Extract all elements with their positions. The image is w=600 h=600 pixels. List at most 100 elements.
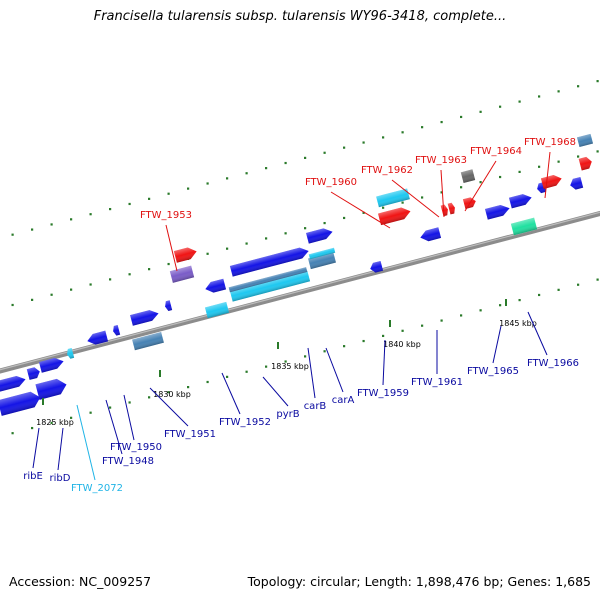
backbone-line bbox=[0, 210, 600, 374]
gene-shading bbox=[378, 207, 411, 226]
gene-label[interactable]: FTW_1966 bbox=[527, 358, 579, 369]
gene-feature[interactable] bbox=[440, 204, 450, 217]
guide-dot bbox=[206, 380, 209, 384]
gene-label[interactable]: FTW_1968 bbox=[524, 137, 576, 148]
guide-dot bbox=[187, 386, 190, 389]
guide-dot bbox=[89, 411, 92, 414]
gene-feature[interactable] bbox=[164, 300, 173, 311]
map-title: Francisella tularensis subsp. tularensis… bbox=[93, 9, 507, 24]
guide-dot bbox=[128, 401, 131, 404]
gene-label[interactable]: FTW_1948 bbox=[102, 456, 154, 467]
guide-dot bbox=[440, 191, 443, 194]
gene-shading bbox=[132, 332, 164, 351]
gene-feature[interactable] bbox=[66, 348, 75, 359]
gene-feature[interactable] bbox=[229, 246, 310, 277]
gene-shading bbox=[228, 267, 308, 293]
gene-shading bbox=[420, 227, 442, 242]
guide-dot bbox=[479, 309, 482, 312]
label-leader-line bbox=[325, 347, 344, 393]
gene-label[interactable]: FTW_1961 bbox=[411, 377, 463, 388]
gene-label[interactable]: FTW_1962 bbox=[361, 165, 413, 176]
guide-dot bbox=[596, 80, 599, 83]
guide-dot bbox=[128, 273, 131, 276]
gene-feature[interactable] bbox=[38, 356, 65, 373]
gene-shading bbox=[376, 188, 410, 208]
gene-label[interactable]: FTW_1951 bbox=[164, 429, 216, 440]
gene-label[interactable]: carB bbox=[304, 401, 327, 412]
gene-feature[interactable] bbox=[130, 308, 160, 326]
guide-dot bbox=[518, 298, 521, 302]
gene-label[interactable]: FTW_1965 bbox=[467, 366, 519, 377]
gene-feature[interactable] bbox=[308, 247, 336, 260]
gene-feature[interactable] bbox=[510, 217, 538, 236]
gene-label[interactable]: FTW_1964 bbox=[470, 146, 522, 157]
gene-feature[interactable] bbox=[369, 260, 384, 274]
gene-feature[interactable] bbox=[26, 366, 41, 380]
gene-label[interactable]: ribD bbox=[50, 473, 71, 484]
gene-feature[interactable] bbox=[35, 377, 68, 400]
guide-dot bbox=[167, 192, 170, 195]
guide-dot bbox=[167, 391, 170, 394]
scale-tick-label: 1830 kbp bbox=[153, 390, 191, 399]
gene-label[interactable]: FTW_1950 bbox=[110, 442, 162, 453]
gene-feature[interactable] bbox=[308, 251, 336, 270]
gene-feature[interactable] bbox=[173, 246, 198, 263]
gene-feature[interactable] bbox=[204, 301, 230, 319]
guide-dot bbox=[323, 151, 326, 154]
label-leader-line bbox=[262, 376, 289, 407]
gene-label[interactable]: FTW_1960 bbox=[305, 177, 357, 188]
gene-feature[interactable] bbox=[376, 188, 410, 208]
guide-dot bbox=[31, 228, 34, 231]
gene-feature[interactable] bbox=[419, 227, 442, 243]
gene-feature[interactable] bbox=[132, 332, 164, 351]
scale-tick-label: 1845 kbp bbox=[499, 319, 537, 328]
gene-label[interactable]: carA bbox=[332, 395, 355, 406]
gene-feature[interactable] bbox=[112, 324, 121, 336]
guide-dot bbox=[284, 161, 287, 165]
guide-dot bbox=[70, 288, 73, 291]
guide-dot bbox=[31, 426, 34, 430]
gene-feature[interactable] bbox=[0, 390, 42, 416]
gene-label[interactable]: pyrB bbox=[276, 409, 299, 420]
gene-feature[interactable] bbox=[169, 265, 195, 283]
gene-shading bbox=[484, 204, 510, 220]
gene-label[interactable]: FTW_1953 bbox=[140, 210, 192, 221]
gene-feature[interactable] bbox=[569, 176, 584, 191]
gene-shading bbox=[26, 367, 40, 380]
guide-dot bbox=[11, 233, 14, 236]
scale-ticks: 1825 kbp 1830 kbp 1835 kbp 1840 kbp 1845 kbp bbox=[36, 299, 537, 427]
gene-feature[interactable] bbox=[86, 330, 109, 347]
gene-feature[interactable] bbox=[378, 205, 412, 226]
gene-feature[interactable] bbox=[578, 156, 594, 171]
gene-shading bbox=[308, 251, 336, 270]
guide-dot bbox=[31, 298, 34, 301]
gene-feature[interactable] bbox=[484, 203, 511, 220]
label-leader-line bbox=[57, 427, 64, 471]
gene-label[interactable]: FTW_1952 bbox=[219, 417, 271, 428]
gene-feature[interactable] bbox=[0, 374, 27, 392]
gene-feature[interactable] bbox=[447, 202, 457, 215]
gene-label[interactable]: FTW_1963 bbox=[415, 155, 467, 166]
guide-dot bbox=[538, 293, 541, 297]
gene-label[interactable]: ribE bbox=[23, 471, 43, 482]
gene-feature[interactable] bbox=[229, 270, 311, 302]
gene-feature[interactable] bbox=[460, 169, 476, 183]
guide-dot bbox=[206, 252, 209, 255]
gene-feature[interactable] bbox=[508, 192, 533, 209]
guide-dot bbox=[557, 288, 560, 291]
gene-feature[interactable] bbox=[306, 226, 334, 244]
gene-feature[interactable] bbox=[204, 278, 227, 295]
scale-tick-label: 1835 kbp bbox=[271, 362, 309, 371]
guide-dot bbox=[245, 370, 248, 373]
gene-feature[interactable] bbox=[228, 267, 308, 293]
gene-feature[interactable] bbox=[540, 173, 563, 189]
guide-dot bbox=[440, 319, 443, 322]
guide-dot bbox=[206, 182, 209, 185]
gene-shading bbox=[38, 358, 64, 373]
gene-label[interactable]: FTW_1959 bbox=[357, 388, 409, 399]
gene-feature[interactable] bbox=[576, 133, 594, 148]
gene-shading bbox=[308, 247, 336, 260]
gene-shading bbox=[0, 376, 26, 392]
gene-label[interactable]: FTW_2072 bbox=[71, 483, 123, 494]
guide-dot bbox=[284, 360, 287, 363]
